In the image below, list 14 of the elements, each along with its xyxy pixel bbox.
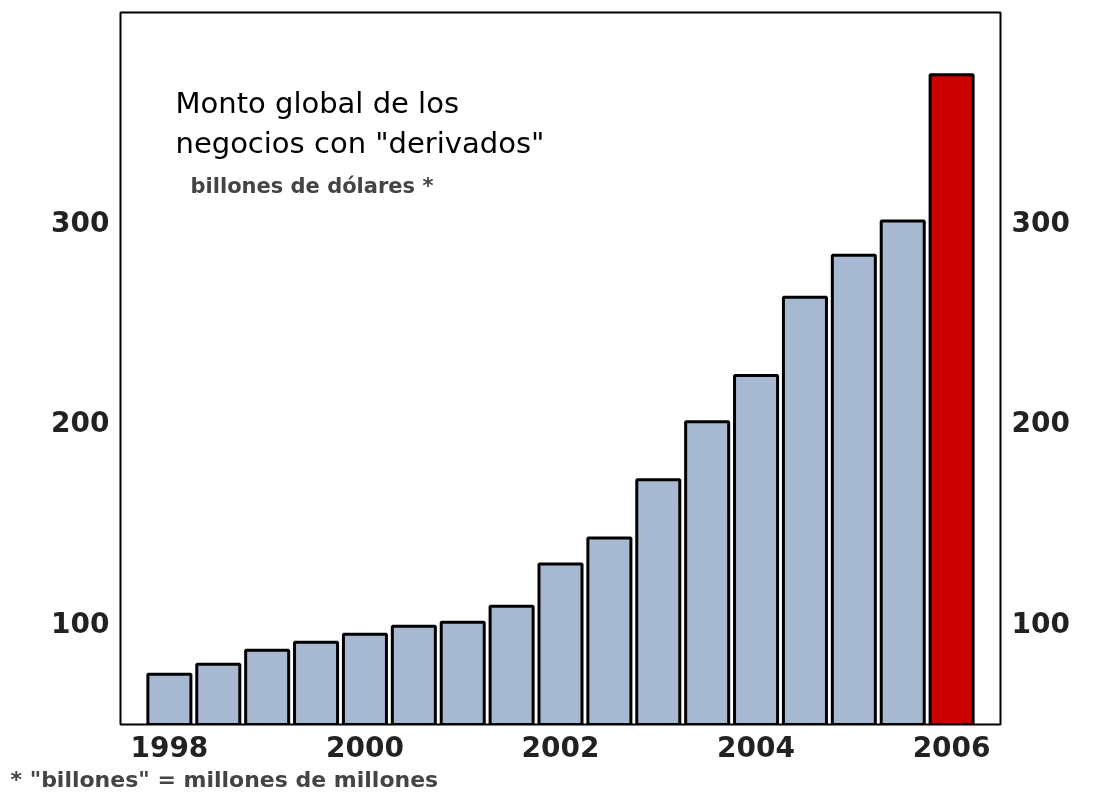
text: Monto global de los negocios con "derivados" (175, 85, 545, 160)
x-tick-label: 1998 (130, 730, 209, 764)
text: * "billones" = millones de millones (10, 766, 439, 792)
y-tick-label: 300 (51, 205, 110, 239)
x-tick-label: 2000 (325, 730, 404, 764)
text: billones de dólares * (190, 173, 434, 198)
x-tick-label: 2004 (717, 730, 796, 764)
y-tick-label: 200 (51, 406, 110, 440)
y2-tick-label: 200 (1011, 406, 1070, 440)
y-tick-label: 100 (51, 606, 110, 640)
x-tick-label: 2006 (912, 730, 991, 764)
y2-tick-label: 100 (1011, 606, 1070, 640)
x-tick-label: 2002 (521, 730, 600, 764)
y2-tick-label: 300 (1011, 205, 1070, 239)
